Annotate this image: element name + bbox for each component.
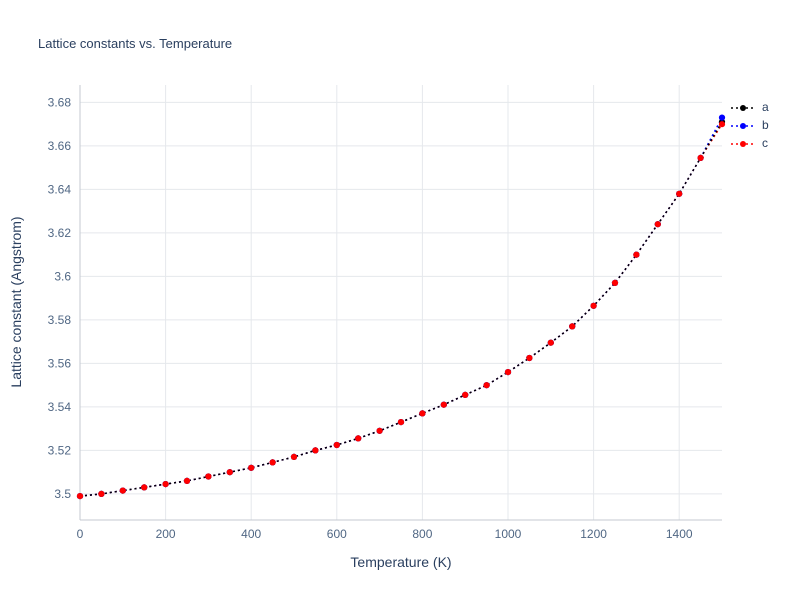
x-tick-label: 1200 <box>580 527 607 541</box>
marker-c <box>697 154 704 161</box>
legend-item-b[interactable]: b <box>730 119 769 132</box>
marker-c <box>162 481 169 488</box>
x-tick-label: 1000 <box>495 527 522 541</box>
y-tick-label: 3.58 <box>48 313 72 327</box>
marker-c <box>119 487 126 494</box>
marker-c <box>333 441 340 449</box>
x-tick-label: 1400 <box>666 527 693 541</box>
x-tick-label: 200 <box>156 527 176 541</box>
marker-c <box>355 435 362 442</box>
legend-item-c[interactable]: c <box>730 137 769 150</box>
x-tick-label: 800 <box>412 527 432 541</box>
y-tick-label: 3.54 <box>48 400 72 414</box>
marker-c <box>633 251 640 258</box>
x-tick-label: 0 <box>77 527 84 541</box>
legend-swatch-b <box>731 122 755 129</box>
legend-swatch-a <box>731 104 755 111</box>
marker-c <box>718 121 726 128</box>
x-tick-label: 600 <box>327 527 347 541</box>
y-tick-label: 3.6 <box>54 269 71 283</box>
marker-c <box>76 493 84 500</box>
legend-label-c: c <box>762 136 768 150</box>
y-tick-label: 3.66 <box>48 139 72 153</box>
y-tick-label: 3.5 <box>54 487 71 501</box>
x-axis-title: Temperature (K) <box>350 554 452 570</box>
x-tick-label: 400 <box>241 527 261 541</box>
marker-b <box>718 114 726 121</box>
marker-c <box>376 427 383 434</box>
marker-c <box>183 477 191 484</box>
marker-c <box>397 419 405 426</box>
marker-c <box>419 410 426 417</box>
legend-swatch-c <box>731 140 755 147</box>
marker-c <box>462 391 469 398</box>
series-line-b <box>79 117 723 497</box>
marker-c <box>569 323 576 330</box>
marker-c <box>248 464 255 471</box>
series-line-c <box>79 123 723 497</box>
legend-label-b: b <box>762 118 769 132</box>
marker-c <box>676 190 683 197</box>
marker-c <box>526 354 533 362</box>
y-tick-label: 3.56 <box>48 356 72 370</box>
marker-c <box>440 401 447 408</box>
marker-c <box>312 447 319 454</box>
y-tick-label: 3.62 <box>48 226 72 240</box>
legend-label-a: a <box>762 100 769 114</box>
marker-c <box>226 469 233 476</box>
y-tick-label: 3.64 <box>48 182 72 196</box>
marker-c <box>590 302 597 309</box>
marker-c <box>547 339 554 346</box>
chart-title: Lattice constants vs. Temperature <box>38 36 233 51</box>
marker-c <box>504 369 512 376</box>
marker-c <box>654 221 661 228</box>
marker-c <box>269 459 276 466</box>
marker-c <box>611 279 619 286</box>
y-axis-title: Lattice constant (Angstrom) <box>8 216 24 388</box>
series-line-a <box>79 121 723 497</box>
y-tick-label: 3.52 <box>48 443 72 457</box>
legend-item-a[interactable]: a <box>730 101 769 114</box>
marker-c <box>98 490 105 497</box>
y-tick-label: 3.68 <box>48 95 72 109</box>
marker-c <box>483 382 490 389</box>
marker-c <box>205 473 212 480</box>
marker-c <box>290 453 298 460</box>
marker-c <box>141 484 148 491</box>
